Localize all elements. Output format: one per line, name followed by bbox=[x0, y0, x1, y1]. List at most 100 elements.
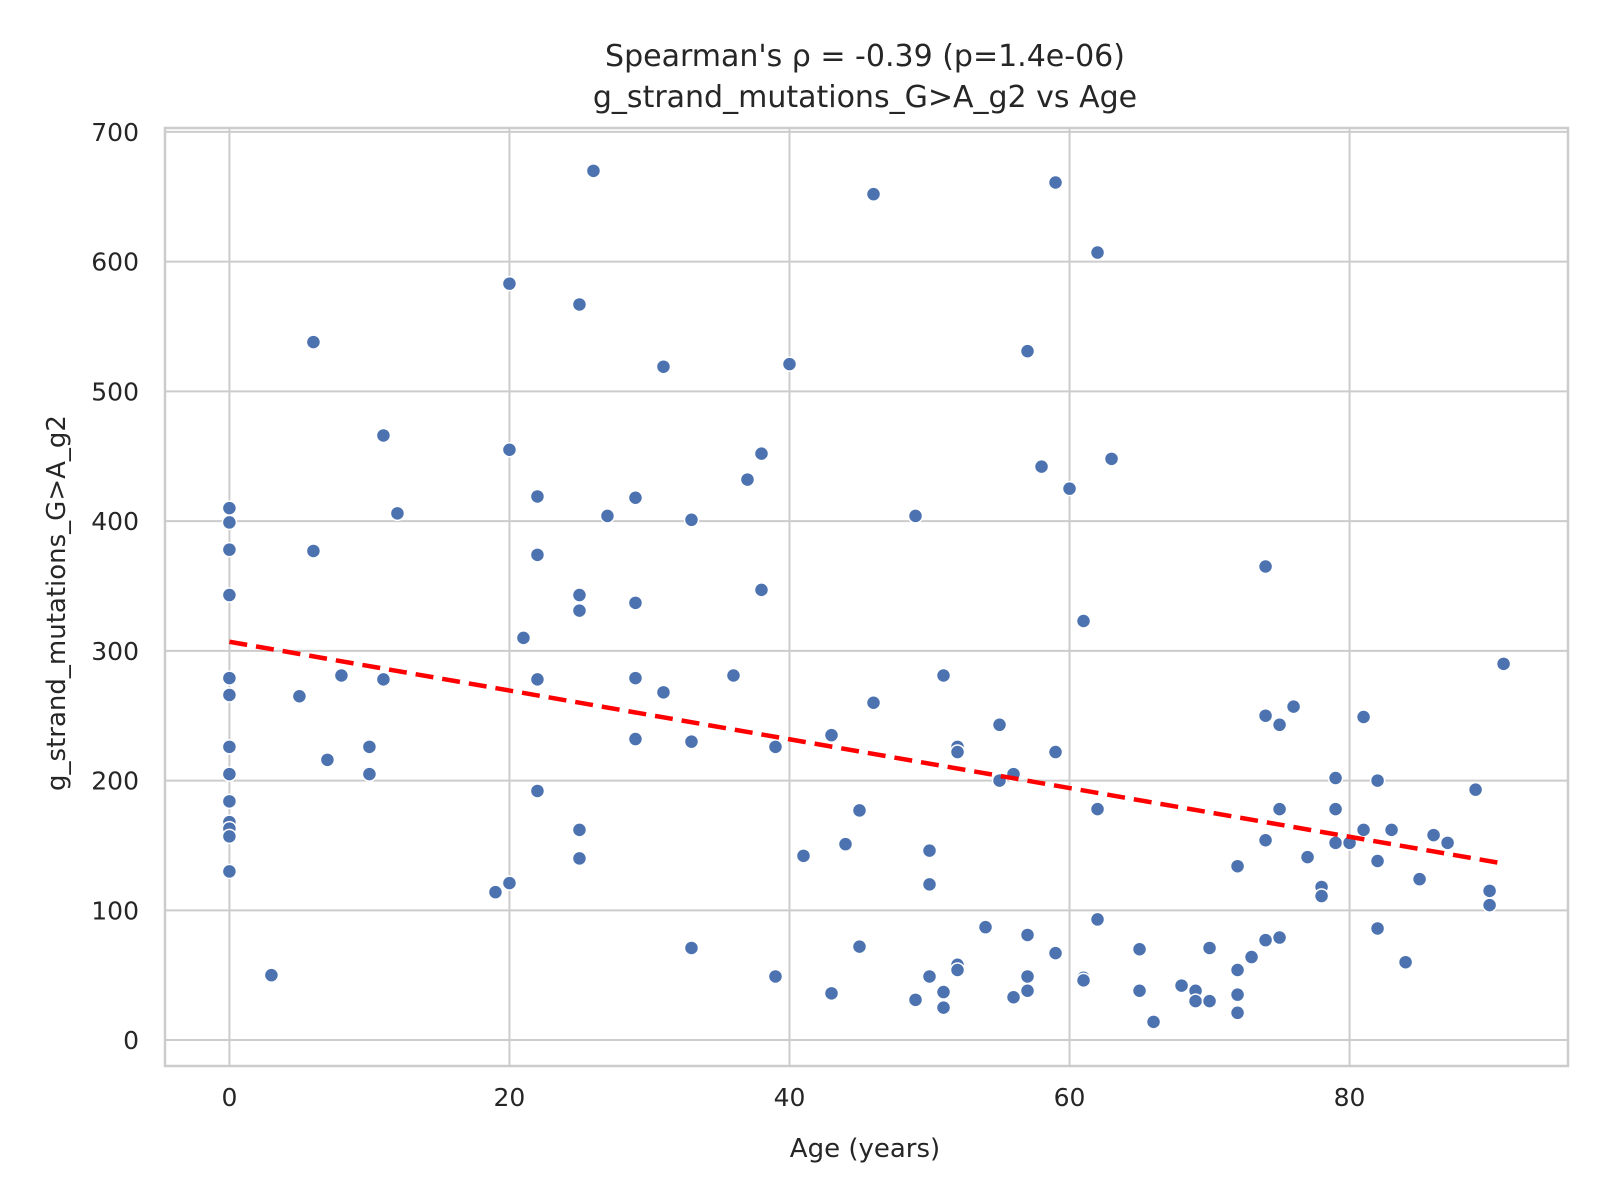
data-point bbox=[585, 163, 602, 179]
data-point bbox=[1047, 945, 1064, 961]
chart-title-line-2: g_strand_mutations_G>A_g2 vs Age bbox=[593, 80, 1137, 115]
data-point bbox=[851, 938, 868, 955]
y-tick-label: 200 bbox=[91, 767, 139, 796]
data-point bbox=[753, 582, 770, 598]
data-point bbox=[361, 739, 378, 755]
data-point bbox=[1229, 858, 1246, 874]
data-point bbox=[795, 848, 812, 864]
data-point bbox=[627, 670, 644, 686]
data-point bbox=[361, 766, 378, 782]
data-point bbox=[1089, 911, 1106, 928]
data-point bbox=[935, 999, 952, 1016]
data-point bbox=[529, 547, 546, 563]
data-point bbox=[501, 275, 518, 292]
data-point bbox=[1327, 835, 1344, 851]
data-point bbox=[1201, 993, 1218, 1009]
data-point bbox=[221, 687, 238, 703]
data-point bbox=[571, 850, 588, 867]
data-point bbox=[1243, 949, 1260, 965]
data-point bbox=[319, 752, 336, 768]
data-point bbox=[1299, 849, 1316, 865]
data-point bbox=[683, 940, 700, 956]
data-point bbox=[851, 802, 868, 819]
data-point bbox=[1369, 920, 1386, 937]
y-tick-label: 400 bbox=[91, 507, 139, 536]
data-point bbox=[1019, 968, 1036, 985]
data-point bbox=[221, 670, 238, 686]
data-point bbox=[1229, 962, 1246, 978]
data-point bbox=[837, 836, 854, 852]
data-point bbox=[1369, 853, 1386, 869]
y-tick-label: 700 bbox=[91, 118, 139, 147]
plot-frame bbox=[163, 126, 1570, 1068]
trend-layer bbox=[229, 639, 1504, 866]
data-point bbox=[907, 508, 924, 524]
data-point bbox=[515, 630, 532, 646]
data-point bbox=[1355, 709, 1372, 725]
data-point bbox=[389, 505, 406, 522]
data-point bbox=[221, 514, 238, 531]
data-point bbox=[221, 766, 238, 782]
data-point bbox=[627, 731, 644, 747]
x-tick-label: 60 bbox=[1054, 1083, 1086, 1112]
data-point bbox=[865, 694, 882, 711]
data-point bbox=[221, 863, 238, 880]
y-tick-label: 300 bbox=[91, 637, 139, 666]
tick-layer: 0 20 40 60 80 0 100 200 300 400 500 600 700 bbox=[91, 118, 1365, 1112]
data-point bbox=[1075, 613, 1092, 629]
data-point bbox=[753, 445, 770, 462]
data-point bbox=[655, 684, 672, 701]
data-point bbox=[1313, 888, 1330, 904]
data-point bbox=[529, 671, 546, 688]
data-point bbox=[1061, 480, 1078, 497]
data-point bbox=[823, 985, 840, 1002]
data-point bbox=[921, 876, 938, 893]
data-point bbox=[865, 186, 882, 202]
data-point bbox=[655, 358, 672, 375]
data-point bbox=[1019, 343, 1036, 359]
data-point bbox=[921, 842, 938, 859]
chart-title-line-1: Spearman's ρ = -0.39 (p=1.4e-06) bbox=[605, 39, 1125, 74]
data-point bbox=[1495, 656, 1512, 672]
data-point bbox=[683, 512, 700, 528]
data-point bbox=[683, 733, 700, 750]
trend-line bbox=[229, 639, 1504, 866]
data-point bbox=[767, 739, 784, 755]
x-tick-label: 80 bbox=[1334, 1083, 1366, 1112]
data-point bbox=[501, 875, 518, 891]
data-point bbox=[221, 587, 238, 603]
data-point bbox=[949, 962, 966, 978]
data-point bbox=[907, 992, 924, 1008]
data-point bbox=[781, 356, 798, 372]
data-point bbox=[571, 822, 588, 838]
data-point bbox=[1033, 458, 1050, 475]
data-point bbox=[1257, 707, 1274, 724]
data-point bbox=[375, 671, 392, 688]
x-tick-label: 40 bbox=[774, 1083, 806, 1112]
data-point bbox=[1411, 871, 1428, 887]
data-point bbox=[823, 727, 840, 743]
data-point bbox=[1481, 883, 1498, 899]
data-point bbox=[725, 667, 742, 684]
data-point bbox=[935, 667, 952, 684]
data-point bbox=[767, 968, 784, 985]
data-point bbox=[1131, 941, 1148, 957]
data-point bbox=[1425, 827, 1442, 843]
data-point bbox=[1019, 927, 1036, 943]
data-point bbox=[991, 717, 1008, 733]
data-point bbox=[1271, 929, 1288, 946]
data-point bbox=[221, 739, 238, 755]
data-point bbox=[1229, 1005, 1246, 1021]
data-point bbox=[627, 490, 644, 506]
data-point bbox=[627, 595, 644, 611]
data-point bbox=[935, 984, 952, 1000]
data-point bbox=[305, 334, 322, 350]
data-point bbox=[1257, 932, 1274, 948]
data-point bbox=[1047, 744, 1064, 760]
data-point bbox=[599, 508, 616, 524]
data-point bbox=[1173, 977, 1190, 994]
data-point bbox=[1369, 772, 1386, 789]
data-point bbox=[333, 667, 350, 684]
